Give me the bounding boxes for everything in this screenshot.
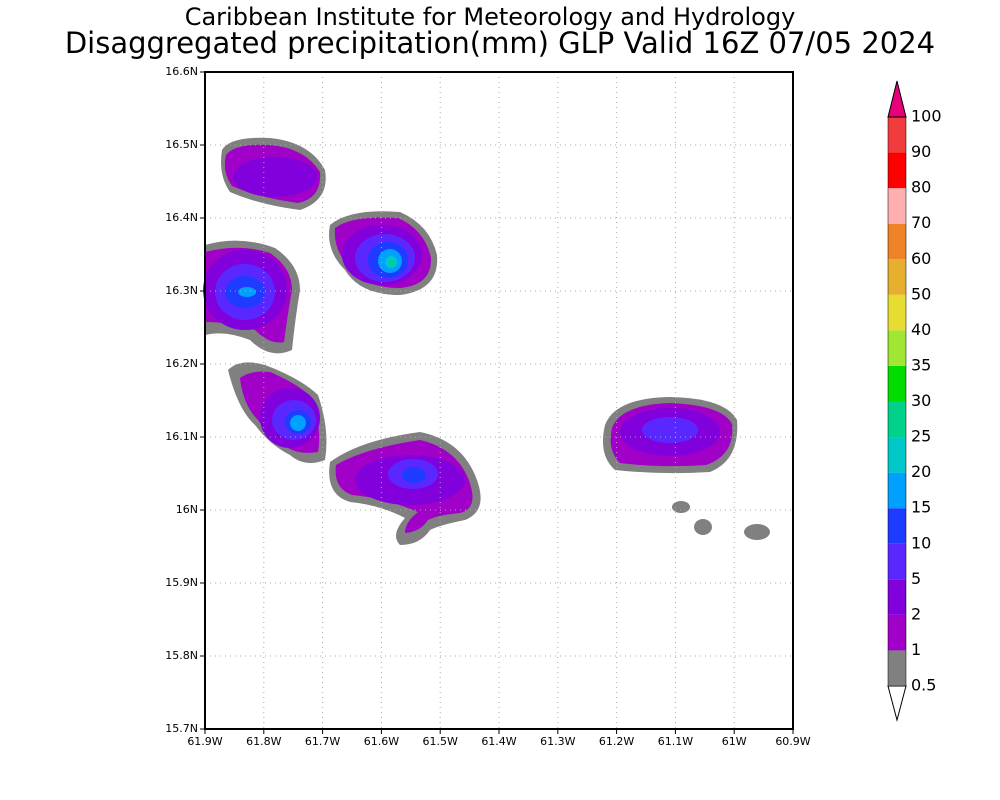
colorbar-label: 90 [911, 142, 931, 161]
y-tick-label: 16.1N [165, 430, 198, 443]
x-tick-label: 60.9W [775, 735, 810, 748]
colorbar-label: 70 [911, 213, 931, 232]
colorbar-box [888, 650, 906, 686]
colorbar-label: 10 [911, 533, 931, 552]
y-tick-label: 16.3N [165, 284, 198, 297]
colorbar-frame [887, 116, 907, 687]
colorbar-label: 20 [911, 462, 931, 481]
colorbar-label: 2 [911, 604, 921, 623]
y-tick-label: 16.4N [165, 211, 198, 224]
colorbar-label: 60 [911, 249, 931, 268]
colorbar-box [888, 614, 906, 651]
colorbar-box [888, 579, 906, 615]
colorbar-box [888, 294, 906, 331]
colorbar-label: 100 [911, 107, 942, 126]
x-tick-label: 61.1W [658, 735, 693, 748]
colorbar-box [888, 365, 906, 402]
plot-frame [204, 71, 794, 730]
colorbar-box [888, 437, 906, 473]
colorbar-over [887, 80, 907, 118]
y-tick-label: 16N [176, 503, 198, 516]
colorbar-box [888, 543, 906, 580]
colorbar-box [888, 188, 906, 224]
colorbar-label: 50 [911, 284, 931, 303]
y-tick-label: 16.2N [165, 357, 198, 370]
colorbar-label: 15 [911, 498, 931, 517]
x-tick-label: 61.2W [599, 735, 634, 748]
precip-area [385, 256, 397, 268]
x-tick-label: 61.7W [305, 735, 340, 748]
colorbar-label: 25 [911, 427, 931, 446]
colorbar-label: 1 [911, 640, 921, 659]
colorbar-label: 40 [911, 320, 931, 339]
colorbar-label: 30 [911, 391, 931, 410]
colorbar-box [888, 259, 906, 295]
x-tick-label: 61W [722, 735, 747, 748]
y-tick-label: 15.8N [165, 649, 198, 662]
y-tick-label: 15.9N [165, 576, 198, 589]
colorbar-box [888, 330, 906, 366]
precip-areas [203, 137, 770, 545]
colorbar-label: 35 [911, 355, 931, 374]
x-tick-label: 61.3W [540, 735, 575, 748]
colorbar-box [888, 223, 906, 260]
colorbar-box [888, 117, 906, 153]
y-tick-label: 16.6N [165, 65, 198, 78]
x-tick-label: 61.9W [187, 735, 222, 748]
x-tick-label: 61.4W [481, 735, 516, 748]
colorbar-label: 80 [911, 178, 931, 197]
title: Caribbean Institute for Meteorology and … [185, 3, 796, 31]
subtitle: Disaggregated precipitation(mm) GLP Vali… [65, 26, 935, 60]
x-tick-label: 61.8W [246, 735, 281, 748]
colorbar-under [887, 685, 907, 722]
colorbar-box [888, 401, 906, 438]
colorbar-box [888, 152, 906, 189]
colorbar-label: 5 [911, 569, 921, 588]
colorbar-box [888, 508, 906, 544]
x-tick-label: 61.6W [364, 735, 399, 748]
y-tick-label: 16.5N [165, 138, 198, 151]
x-tick-label: 61.5W [423, 735, 458, 748]
colorbar-box [888, 472, 906, 509]
plot-area [203, 137, 770, 545]
colorbar-label: 0.5 [911, 676, 936, 695]
y-tick-label: 15.7N [165, 722, 198, 735]
